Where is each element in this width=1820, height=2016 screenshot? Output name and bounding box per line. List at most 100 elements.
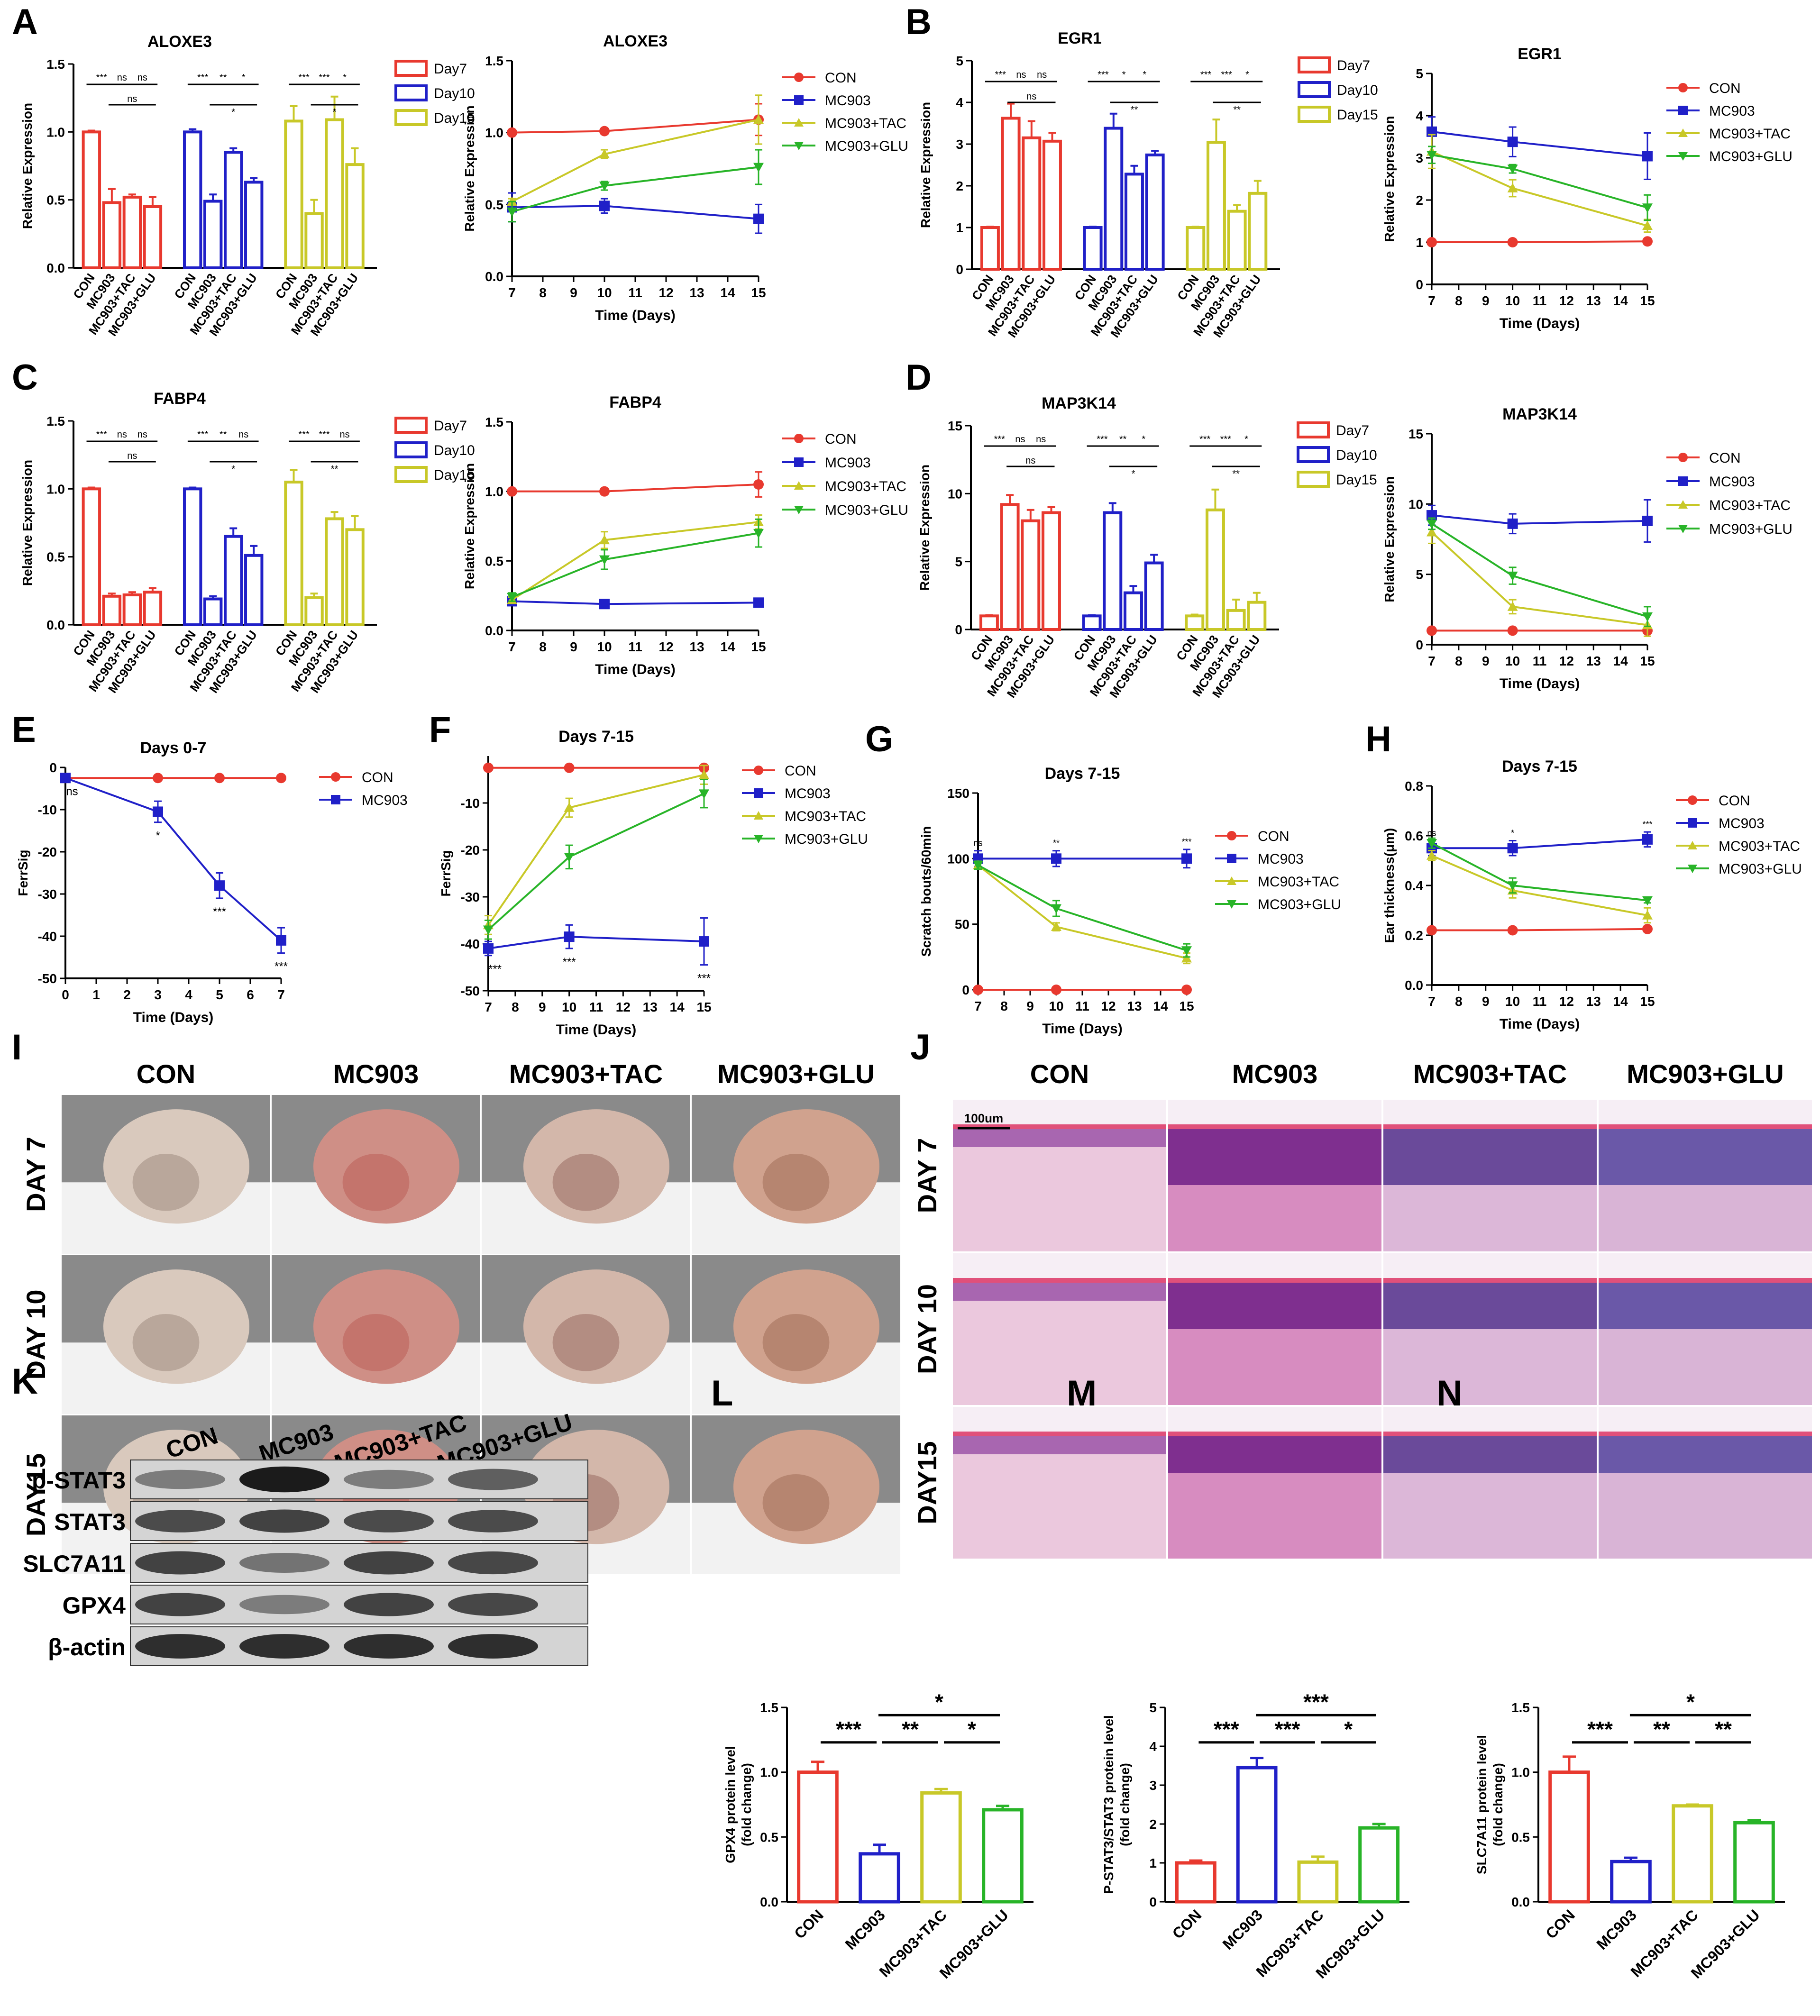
panel-letter-A: A (12, 2, 38, 42)
bar (920, 1791, 962, 1904)
panel-letter-K: K (12, 1361, 38, 1402)
data-point (331, 795, 340, 804)
sig-label: ** (902, 1717, 919, 1742)
sig-label: *** (96, 73, 108, 83)
dermis-layer (1599, 1473, 1812, 1559)
x-tick-label: 8 (1455, 994, 1463, 1009)
sig-label: *** (274, 960, 288, 973)
x-tick-label: 11 (628, 639, 642, 654)
bar (1227, 210, 1247, 271)
sig-label: ** (1233, 105, 1241, 115)
y-tick-label: 1.0 (485, 126, 503, 140)
histology-column-label: MC903+TAC (1413, 1059, 1567, 1089)
sig-label: *** (836, 1717, 861, 1742)
sig-label: ** (331, 464, 338, 474)
data-point (507, 127, 517, 138)
y-tick-label: 1.5 (485, 54, 503, 68)
panel-letter-G: G (865, 719, 893, 759)
sig-label: *** (197, 429, 209, 440)
x-tick-label: 14 (1153, 999, 1168, 1013)
legend-swatch (1298, 56, 1331, 73)
legend-label: CON (1719, 793, 1750, 809)
data-point (1051, 904, 1061, 914)
bar (1247, 601, 1267, 631)
sig-label: ns (66, 785, 78, 798)
series-line (1431, 855, 1648, 916)
panel-letter-I: I (12, 1027, 22, 1067)
bar (1125, 173, 1144, 271)
data-point (483, 925, 494, 935)
x-tick-label: CON (1542, 1906, 1578, 1942)
photo-row-label: DAY 10 (21, 1290, 51, 1380)
dermis-layer (1168, 1329, 1381, 1405)
x-tick-label: 7 (508, 639, 516, 654)
chart-title: Days 7-15 (558, 728, 634, 746)
bar (1144, 561, 1164, 631)
data-point (507, 593, 517, 602)
chart-title: EGR1 (1058, 29, 1102, 47)
chart-A-line: 0.0 0.5 1.0 1.5 Relative Expression ALOXE3 7 8 9… (462, 32, 908, 323)
y-tick-label: 0.2 (1405, 928, 1423, 943)
stratum-corneum (1599, 1432, 1812, 1436)
legend-label: Day15 (434, 467, 475, 483)
y-axis-label: Scratch bouts/60min (919, 826, 933, 957)
epidermis-layer (953, 1435, 1166, 1454)
data-point (564, 853, 575, 862)
data-point (1507, 843, 1518, 854)
legend-swatch (1298, 106, 1331, 123)
sig-label: ns (1025, 456, 1035, 466)
sig-label: ** (219, 429, 227, 440)
series-line (1432, 928, 1648, 931)
bar (325, 517, 344, 627)
y-tick-label: 0.0 (485, 623, 503, 638)
x-tick-label: 10 (562, 1000, 576, 1014)
sig-label: ns (1016, 70, 1026, 80)
data-point (276, 773, 286, 784)
histology-column-label: MC903 (1232, 1059, 1318, 1089)
data-point (1678, 525, 1688, 533)
x-tick-label: 9 (570, 639, 577, 654)
dermis-layer (953, 1454, 1166, 1559)
data-point (507, 486, 517, 497)
y-tick-label: 0.0 (46, 261, 65, 275)
chart-C-line: 0.0 0.5 1.0 1.5 Relative Expression FABP4 7 8 9 1… (462, 393, 908, 677)
dermis-layer (953, 1147, 1166, 1251)
blot-row-label: GPX4 (63, 1592, 126, 1619)
stratum-corneum (1599, 1278, 1812, 1283)
photo-column-label: MC903+TAC (509, 1059, 663, 1089)
sig-label: ns (137, 73, 147, 83)
data-point (753, 479, 764, 490)
y-axis-label: FerrSig (439, 850, 453, 896)
chart-title: ALOXE3 (603, 32, 668, 50)
series-line (65, 777, 282, 941)
x-tick-label: 9 (1482, 654, 1490, 668)
sig-label: *** (1587, 1717, 1613, 1742)
data-point (753, 213, 764, 224)
series-line (512, 119, 759, 134)
x-tick-label: 3 (154, 987, 162, 1002)
scale-bar-label: 100um (964, 1111, 1003, 1125)
y-tick-label: -10 (38, 803, 57, 817)
histology-column-label: CON (1030, 1059, 1089, 1089)
data-point (214, 773, 225, 784)
x-axis-label: Time (Days) (1500, 316, 1580, 331)
sig-label: * (155, 830, 160, 842)
legend-swatch (1297, 421, 1330, 438)
dermis-layer (953, 1301, 1166, 1405)
bar (1548, 1770, 1590, 1904)
series-line (1431, 523, 1648, 618)
bar (284, 119, 303, 269)
sig-label: * (1142, 434, 1145, 445)
blot-band (448, 1634, 538, 1659)
series-line (512, 600, 759, 605)
legend-label: MC903+GLU (1258, 897, 1341, 912)
sig-label: *** (298, 429, 310, 440)
dermis-layer (1599, 1329, 1812, 1405)
data-point (1507, 137, 1518, 147)
sig-label: ns (117, 73, 127, 83)
legend-label: MC903+TAC (825, 479, 906, 494)
bar (1358, 1826, 1400, 1904)
blot-band (135, 1593, 225, 1616)
bar (1000, 503, 1020, 631)
